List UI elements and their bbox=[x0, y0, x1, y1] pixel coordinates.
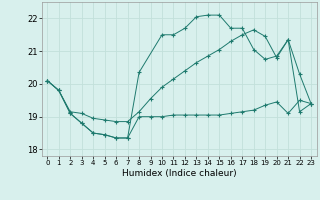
X-axis label: Humidex (Indice chaleur): Humidex (Indice chaleur) bbox=[122, 169, 236, 178]
